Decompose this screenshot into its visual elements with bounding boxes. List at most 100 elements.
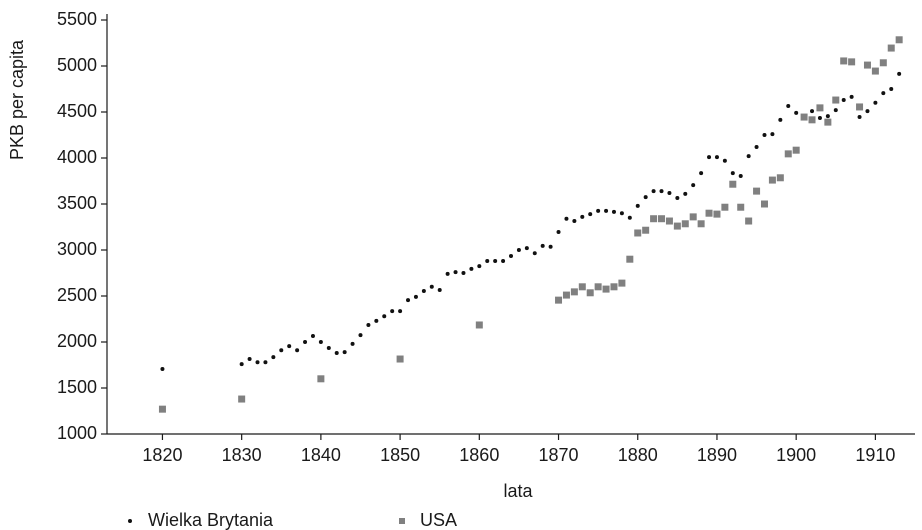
point <box>824 118 832 126</box>
x-tick-label: 1880 <box>618 445 658 465</box>
point <box>879 59 887 67</box>
point <box>881 91 886 96</box>
point <box>887 44 895 52</box>
point <box>477 264 482 269</box>
point <box>776 174 784 182</box>
point <box>555 296 563 304</box>
point <box>753 187 761 195</box>
point <box>897 71 902 76</box>
point <box>808 116 816 124</box>
point <box>303 340 308 344</box>
point <box>429 284 434 289</box>
point <box>396 355 404 363</box>
point <box>760 200 768 208</box>
point <box>469 266 474 271</box>
point <box>705 209 713 217</box>
point <box>857 115 862 120</box>
point <box>279 348 284 353</box>
point <box>596 208 601 213</box>
y-tick-label: 4500 <box>57 101 97 121</box>
point <box>817 115 822 120</box>
point <box>675 196 680 201</box>
point <box>635 203 640 208</box>
y-tick-label: 4000 <box>57 147 97 167</box>
x-tick-label: 1860 <box>459 445 499 465</box>
legend-marker <box>128 519 132 523</box>
point <box>707 155 712 160</box>
point <box>485 259 490 264</box>
point <box>317 375 325 383</box>
point <box>833 108 838 113</box>
point <box>673 222 681 230</box>
point <box>287 344 292 349</box>
point <box>334 351 339 356</box>
x-tick-label: 1870 <box>539 445 579 465</box>
y-tick-label: 2000 <box>57 331 97 351</box>
y-axis-label: PKB per capita <box>7 39 27 160</box>
point <box>564 216 569 221</box>
y-tick-label: 2500 <box>57 285 97 305</box>
point <box>358 333 363 338</box>
legend-marker <box>399 518 405 524</box>
point <box>810 109 815 114</box>
point <box>610 283 618 291</box>
point <box>516 248 521 252</box>
point <box>825 114 830 119</box>
point <box>238 395 246 403</box>
x-tick-label: 1850 <box>380 445 420 465</box>
point <box>437 288 442 293</box>
point <box>602 285 610 293</box>
point <box>722 158 727 163</box>
point <box>643 195 648 200</box>
point <box>683 191 688 196</box>
point <box>642 226 650 234</box>
point <box>390 309 395 314</box>
point <box>619 211 624 216</box>
point <box>863 61 871 69</box>
x-tick-label: 1840 <box>301 445 341 465</box>
y-tick-label: 3500 <box>57 193 97 213</box>
point <box>461 271 466 275</box>
point <box>445 271 450 276</box>
point <box>713 210 721 218</box>
point <box>658 215 666 223</box>
point <box>738 173 743 178</box>
point <box>849 94 854 99</box>
point <box>588 212 593 217</box>
point <box>618 279 626 287</box>
point <box>754 144 759 149</box>
x-tick-label: 1820 <box>142 445 182 465</box>
point <box>493 259 498 264</box>
point <box>398 309 403 314</box>
point <box>524 246 529 251</box>
x-tick-label: 1830 <box>222 445 262 465</box>
x-axis-label: lata <box>503 481 533 501</box>
point <box>247 357 252 362</box>
point <box>865 109 870 114</box>
point <box>342 350 347 355</box>
point <box>562 291 570 299</box>
y-tick-label: 1500 <box>57 377 97 397</box>
point <box>509 253 513 258</box>
point <box>570 288 578 296</box>
point <box>350 341 355 346</box>
point <box>158 405 166 413</box>
point <box>556 230 561 235</box>
point <box>572 219 577 224</box>
legend-label: Wielka Brytania <box>148 510 274 530</box>
point <box>366 322 371 327</box>
point <box>586 289 594 297</box>
point <box>699 171 704 176</box>
point <box>856 103 864 111</box>
point <box>665 217 673 225</box>
point <box>762 133 767 137</box>
point <box>634 229 642 237</box>
y-tick-label: 3000 <box>57 239 97 259</box>
point <box>271 355 276 360</box>
point <box>604 208 609 213</box>
point <box>737 203 745 211</box>
point <box>540 243 545 248</box>
point <box>848 58 856 66</box>
point <box>832 96 840 104</box>
y-tick-label: 5000 <box>57 55 97 75</box>
